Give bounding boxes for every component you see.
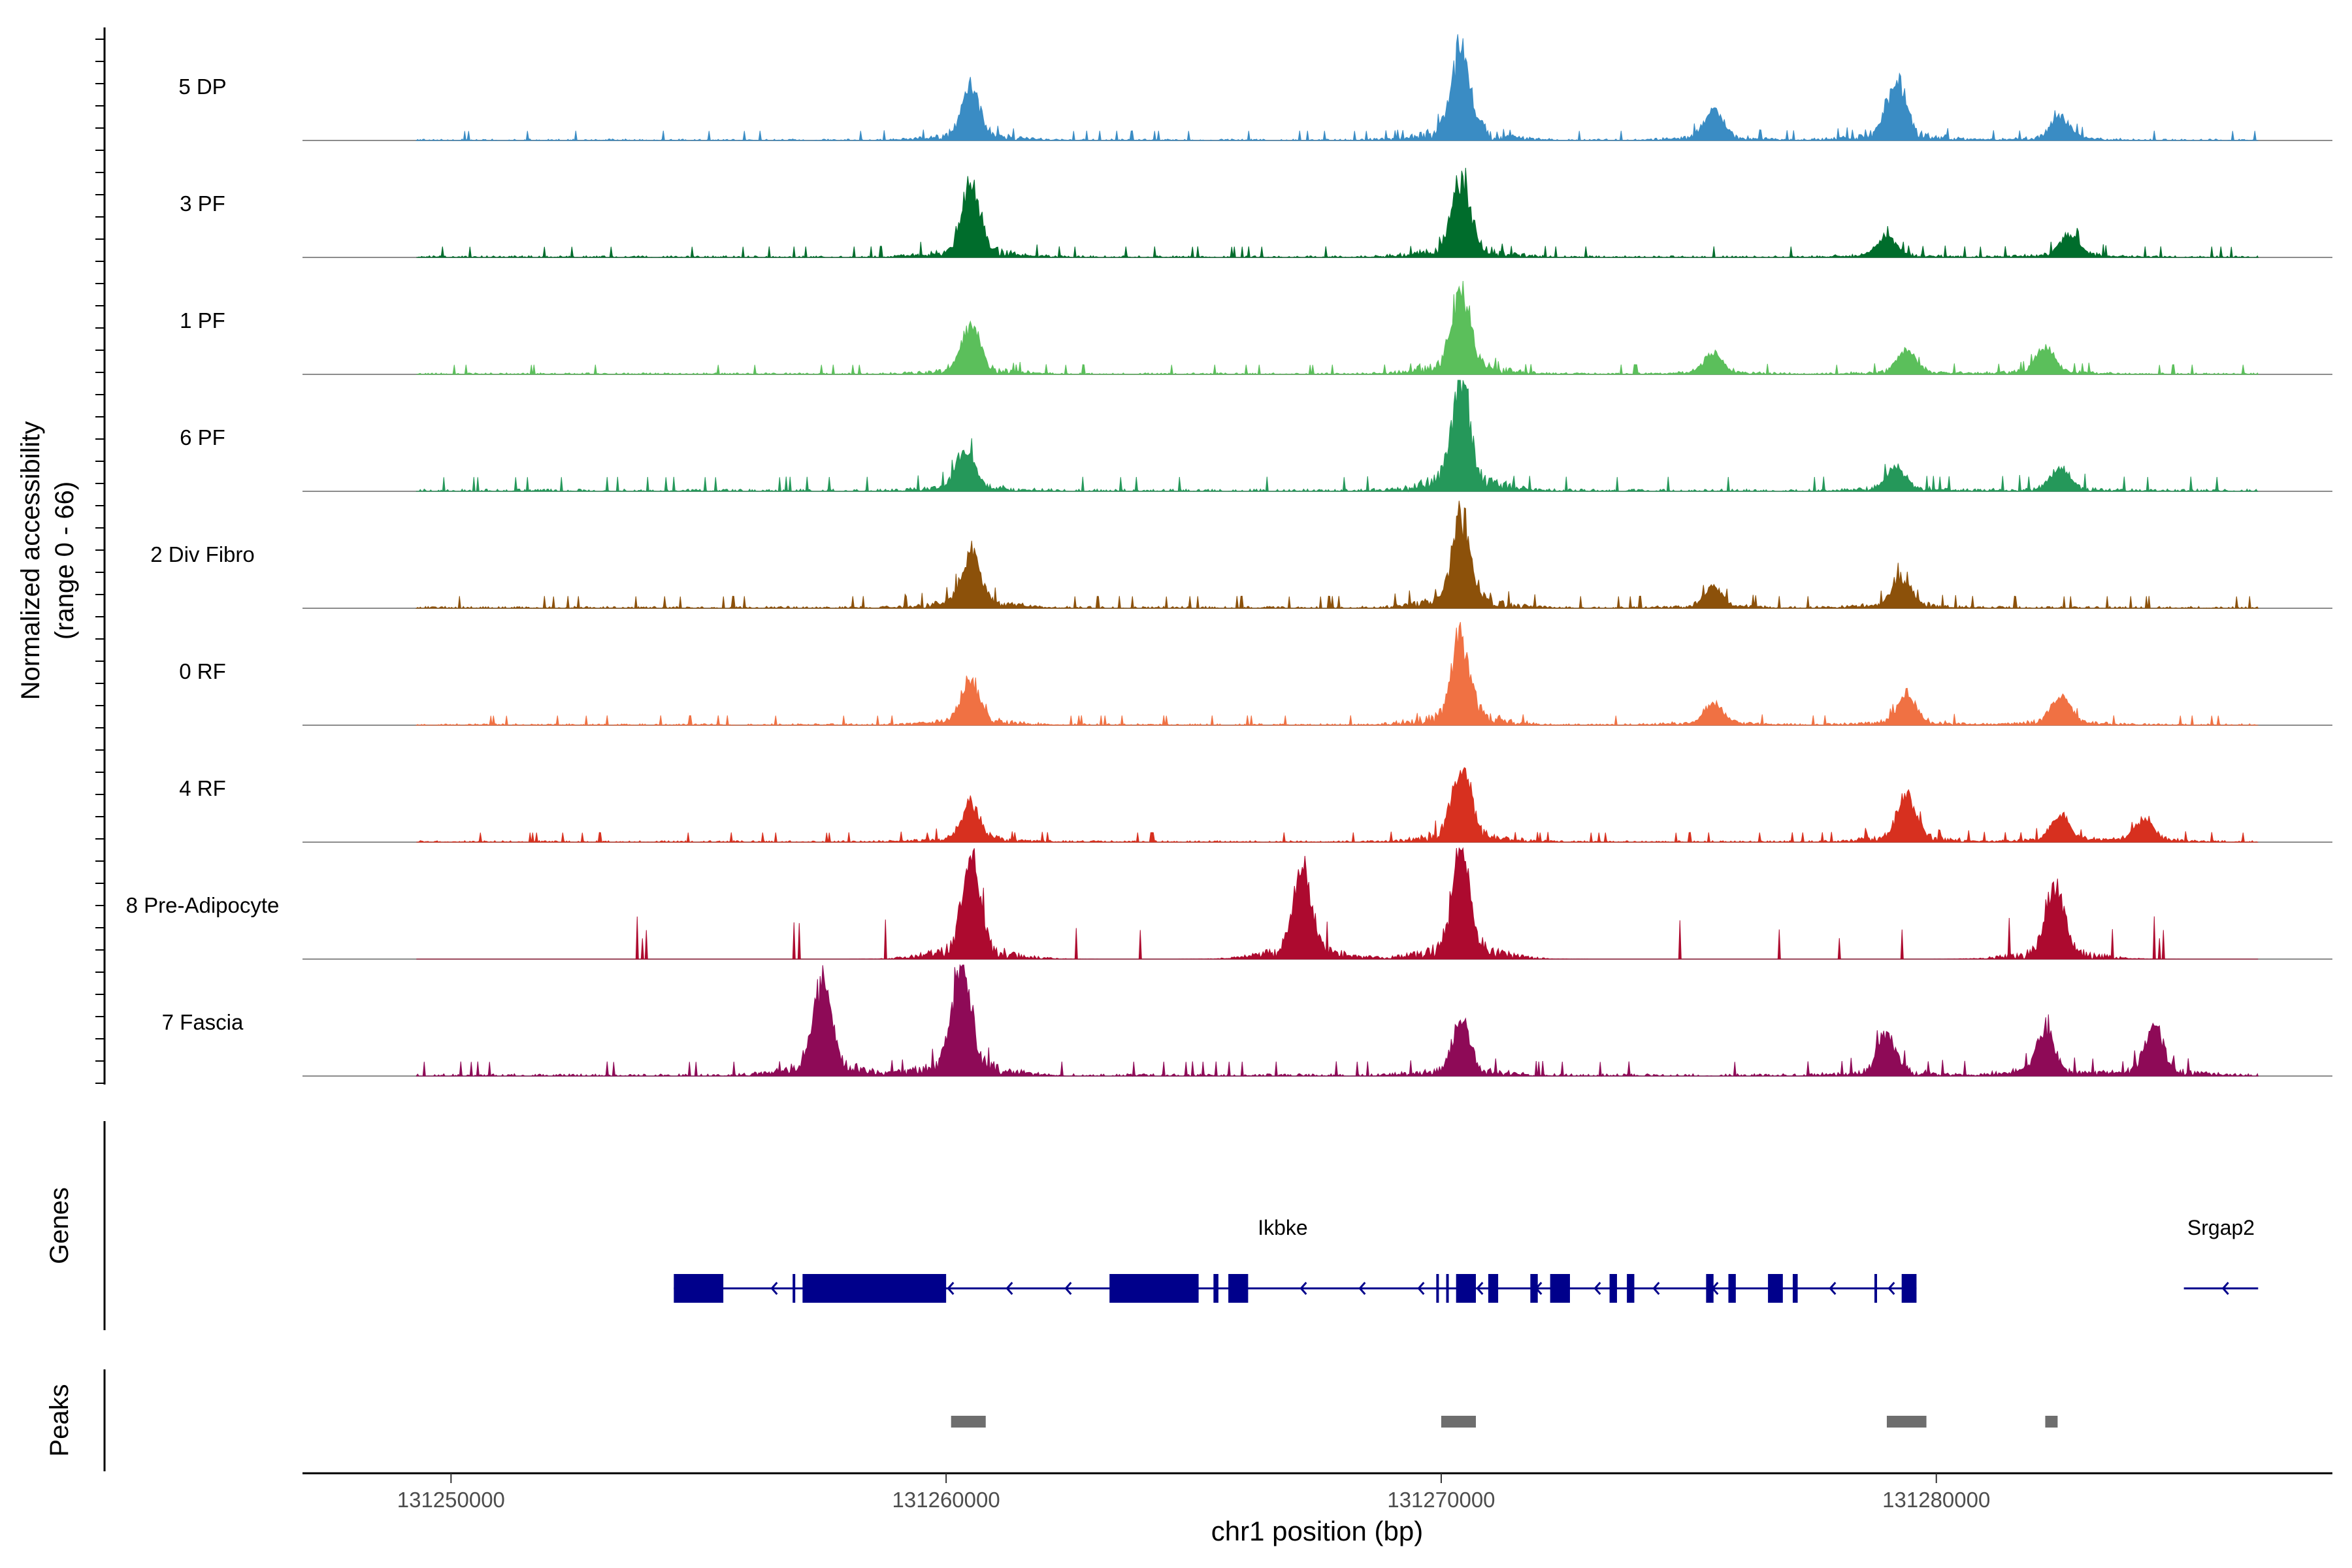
peaks-panel: Peaks xyxy=(45,1369,2058,1471)
track-coverage-area xyxy=(416,280,2259,376)
gene-label: Srgap2 xyxy=(2187,1216,2255,1239)
gene-exon xyxy=(1436,1274,1439,1303)
track-label: 6 PF xyxy=(180,425,225,449)
track-4: 6 PF xyxy=(180,380,2332,493)
gene-exon xyxy=(1792,1274,1798,1303)
track-label: 2 Div Fibro xyxy=(150,542,255,566)
gene-exon xyxy=(674,1274,724,1303)
peak-region xyxy=(1886,1416,1927,1428)
gene-exon xyxy=(1213,1274,1218,1303)
gene-exon xyxy=(1768,1274,1783,1303)
strand-arrow xyxy=(2221,1282,2229,1295)
track-1: 5 DP xyxy=(178,34,2332,142)
genes-panel: Genes Ikbke Srgap2 xyxy=(45,1121,2259,1330)
track-coverage-area xyxy=(416,847,2259,960)
track-label: 8 Pre-Adipocyte xyxy=(126,893,280,917)
track-7: 4 RF xyxy=(179,767,2332,843)
strand-arrow xyxy=(1829,1282,1837,1295)
peak-regions xyxy=(951,1416,2058,1428)
track-2: 3 PF xyxy=(180,167,2332,259)
gene-exon xyxy=(1488,1274,1499,1303)
gene-exon xyxy=(1446,1274,1449,1303)
strand-arrow xyxy=(770,1282,778,1295)
strand-arrow xyxy=(1299,1282,1307,1295)
track-label: 7 Fascia xyxy=(162,1010,244,1034)
gene-exon xyxy=(802,1274,947,1303)
genes-panel-label: Genes xyxy=(45,1187,74,1264)
strand-arrow xyxy=(1417,1282,1425,1295)
strand-arrow xyxy=(1358,1282,1366,1295)
gene-exon xyxy=(1609,1274,1617,1303)
track-6: 0 RF xyxy=(179,621,2332,727)
track-coverage-area xyxy=(415,34,2259,142)
track-label: 5 DP xyxy=(178,74,226,99)
peak-region xyxy=(1441,1416,1476,1428)
peak-region xyxy=(2045,1416,2058,1428)
gene-exon xyxy=(1530,1274,1538,1303)
coverage-tracks: 5 DP 3 PF 1 PF 6 PF 2 Div Fibro 0 RF 4 RF 8 Pre… xyxy=(126,34,2332,1077)
track-label: 3 PF xyxy=(180,191,225,216)
x-tick-label: 131270000 xyxy=(1387,1488,1495,1512)
gene-label: Ikbke xyxy=(1258,1216,1307,1239)
coverage-y-axis xyxy=(95,27,106,1085)
track-coverage-area xyxy=(416,767,2259,843)
track-coverage-area xyxy=(416,167,2259,259)
y-axis-label: Normalized accessibility (range 0 - 66) xyxy=(16,421,79,700)
track-9: 7 Fascia xyxy=(162,964,2332,1077)
track-coverage-area xyxy=(416,380,2259,493)
strand-arrow xyxy=(947,1282,955,1295)
gene-exon xyxy=(1901,1274,1917,1303)
x-axis-ticks: 131250000 131260000 131270000 131280000 xyxy=(397,1473,1990,1512)
x-axis: 131250000 131260000 131270000 131280000 chr… xyxy=(302,1472,2332,1546)
strand-arrow xyxy=(1887,1282,1895,1295)
x-tick-label: 131280000 xyxy=(1882,1488,1990,1512)
track-label: 1 PF xyxy=(180,308,225,333)
strand-arrow xyxy=(1593,1282,1601,1295)
track-8: 8 Pre-Adipocyte xyxy=(126,847,2332,960)
gene-exon xyxy=(1550,1274,1570,1303)
track-3: 1 PF xyxy=(180,280,2332,376)
strand-arrow xyxy=(1652,1282,1660,1295)
track-label: 0 RF xyxy=(179,659,226,683)
gene-exon xyxy=(792,1274,796,1303)
x-tick-label: 131260000 xyxy=(892,1488,1000,1512)
x-axis-title: chr1 position (bp) xyxy=(1211,1516,1424,1546)
y-axis-label-line1: Normalized accessibility xyxy=(16,421,45,700)
gene-models: Ikbke Srgap2 xyxy=(674,1216,2259,1303)
strand-arrow xyxy=(1005,1282,1013,1295)
gene-exon xyxy=(1109,1274,1199,1303)
peak-region xyxy=(951,1416,986,1428)
y-axis-label-line2: (range 0 - 66) xyxy=(50,482,79,640)
peaks-panel-label: Peaks xyxy=(45,1384,74,1456)
x-tick-label: 131250000 xyxy=(397,1488,505,1512)
gene-exon xyxy=(1228,1274,1249,1303)
gene-Ikbke: Ikbke xyxy=(674,1216,1917,1303)
track-5: 2 Div Fibro xyxy=(150,500,2332,610)
gene-exon xyxy=(1456,1274,1476,1303)
gene-exon xyxy=(1627,1274,1635,1303)
track-coverage-area xyxy=(415,500,2259,610)
gene-exon xyxy=(1706,1274,1714,1303)
strand-arrow xyxy=(1476,1282,1484,1295)
gene-exon xyxy=(1874,1274,1878,1303)
track-coverage-area xyxy=(415,621,2259,727)
gene-Srgap2: Srgap2 xyxy=(2183,1216,2259,1295)
track-label: 4 RF xyxy=(179,776,226,800)
gene-exon xyxy=(1728,1274,1736,1303)
strand-arrow xyxy=(1064,1282,1072,1295)
track-coverage-area xyxy=(416,964,2259,1077)
